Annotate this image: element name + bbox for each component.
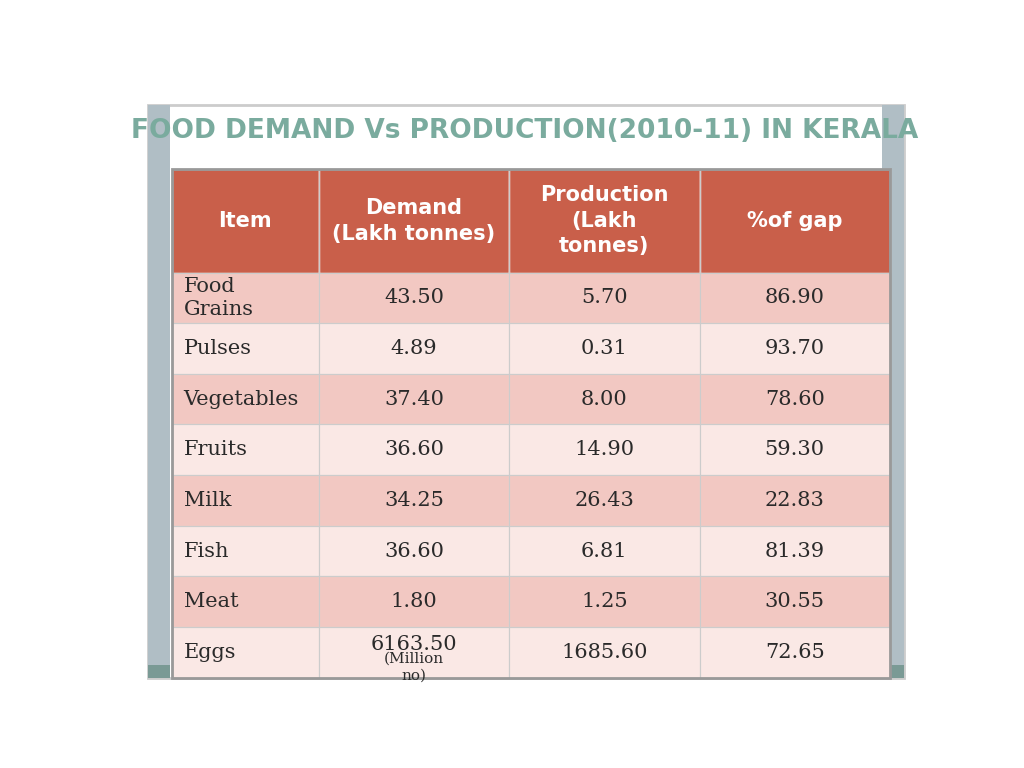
Text: 43.50: 43.50 [384, 288, 444, 307]
Bar [318, 323, 509, 374]
Bar [882, 105, 904, 677]
Bar [699, 627, 890, 677]
Text: 30.55: 30.55 [765, 592, 824, 611]
Text: (Million
no): (Million no) [384, 652, 444, 682]
Text: 86.90: 86.90 [765, 288, 824, 307]
Text: 72.65: 72.65 [765, 643, 824, 662]
Bar [172, 627, 318, 677]
Bar [318, 576, 509, 627]
Text: 22.83: 22.83 [765, 491, 824, 510]
Text: 0.31: 0.31 [581, 339, 628, 358]
Bar [509, 425, 699, 475]
Bar [172, 169, 318, 273]
Text: Demand
(Lakh tonnes): Demand (Lakh tonnes) [333, 198, 496, 243]
Text: 81.39: 81.39 [765, 541, 824, 561]
Bar [882, 664, 904, 677]
Text: 4.89: 4.89 [391, 339, 437, 358]
Bar [318, 475, 509, 526]
Bar [147, 105, 170, 677]
Text: Production
(Lakh
tonnes): Production (Lakh tonnes) [540, 185, 669, 257]
Bar [509, 323, 699, 374]
Bar [318, 169, 509, 273]
Bar [699, 273, 890, 323]
Text: 6.81: 6.81 [581, 541, 628, 561]
Bar [172, 475, 318, 526]
Text: Vegetables: Vegetables [183, 389, 299, 409]
Text: 36.60: 36.60 [384, 440, 444, 459]
Text: 78.60: 78.60 [765, 389, 824, 409]
Bar [172, 273, 318, 323]
Bar [318, 627, 509, 677]
Bar [172, 526, 318, 576]
Text: 5.70: 5.70 [581, 288, 628, 307]
Text: Item: Item [218, 210, 272, 230]
Bar [699, 323, 890, 374]
Bar [147, 664, 170, 677]
Text: Pulses: Pulses [183, 339, 252, 358]
Text: 8.00: 8.00 [581, 389, 628, 409]
Text: Milk: Milk [183, 491, 231, 510]
Bar [699, 526, 890, 576]
Bar [699, 475, 890, 526]
Text: 1.80: 1.80 [391, 592, 437, 611]
Text: Meat: Meat [183, 592, 239, 611]
Text: 14.90: 14.90 [574, 440, 635, 459]
Bar [318, 374, 509, 425]
Bar [509, 374, 699, 425]
Bar [172, 576, 318, 627]
Bar [172, 323, 318, 374]
Text: 6163.50: 6163.50 [371, 635, 458, 654]
Text: 1685.60: 1685.60 [561, 643, 647, 662]
Text: %of gap: %of gap [746, 210, 843, 230]
Text: 59.30: 59.30 [765, 440, 824, 459]
Bar [699, 374, 890, 425]
Text: 34.25: 34.25 [384, 491, 444, 510]
Bar [318, 425, 509, 475]
Bar [509, 627, 699, 677]
Bar [172, 425, 318, 475]
Bar [699, 169, 890, 273]
Bar [509, 526, 699, 576]
Text: 93.70: 93.70 [765, 339, 824, 358]
Text: Fish: Fish [183, 541, 229, 561]
Text: 1.25: 1.25 [581, 592, 628, 611]
Bar [172, 169, 890, 677]
Text: 26.43: 26.43 [574, 491, 634, 510]
Bar [172, 374, 318, 425]
Bar [509, 169, 699, 273]
Bar [509, 273, 699, 323]
Text: Fruits: Fruits [183, 440, 248, 459]
Bar [509, 475, 699, 526]
Text: FOOD DEMAND Vs PRODUCTION(2010-11) IN KERALA: FOOD DEMAND Vs PRODUCTION(2010-11) IN KE… [131, 118, 919, 144]
Bar [509, 576, 699, 627]
Text: 36.60: 36.60 [384, 541, 444, 561]
Text: Food
Grains: Food Grains [183, 276, 254, 319]
Bar [318, 526, 509, 576]
Bar [699, 576, 890, 627]
Text: 37.40: 37.40 [384, 389, 444, 409]
Text: Eggs: Eggs [183, 643, 237, 662]
Bar [318, 273, 509, 323]
Bar [699, 425, 890, 475]
